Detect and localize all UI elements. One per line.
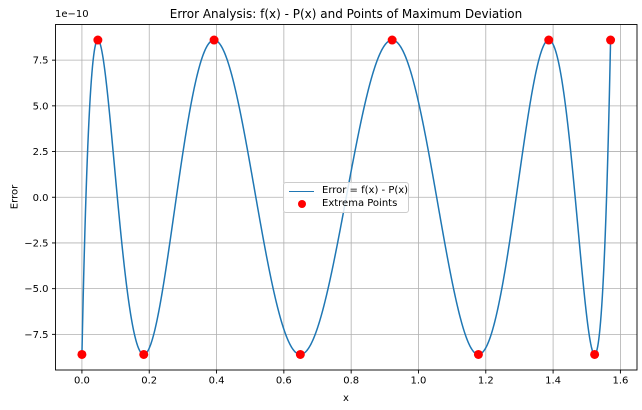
line-swatch-icon [289,190,314,192]
y-axis-offset-label: 1e−10 [55,9,89,20]
y-tick-label: −5.0 [24,284,48,295]
y-axis-label: Error [9,184,21,210]
legend: Error = f(x) - P(x) Extrema Points [283,182,409,213]
x-axis-label: x [343,393,349,404]
y-tick-label: 7.5 [33,56,49,67]
x-tick-label: 1.4 [545,376,561,387]
x-tick-label: 0.0 [74,376,90,387]
x-tick-label: 0.4 [209,376,225,387]
legend-label: Extrema Points [322,197,398,209]
chart-title: Error Analysis: f(x) - P(x) and Points o… [169,7,523,21]
extrema-point [590,349,600,359]
legend-label: Error = f(x) - P(x) [322,185,409,197]
extrema-point [209,35,219,45]
y-tick-label: 5.0 [33,101,49,112]
x-tick-label: 1.0 [411,376,427,387]
legend-dot-sample [289,199,314,208]
y-tick-label: −2.5 [24,238,48,249]
x-tick-label: 1.6 [612,376,628,387]
x-tick-label: 0.2 [141,376,157,387]
legend-entry-error-line: Error = f(x) - P(x) [289,185,408,197]
extrema-point [473,349,483,359]
extrema-point [77,349,87,359]
extrema-point [544,35,554,45]
x-tick-label: 1.2 [478,376,494,387]
extrema-point [93,35,103,45]
extrema-point [387,35,397,45]
x-tick-label: 0.8 [343,376,359,387]
y-tick-label: 2.5 [33,147,49,158]
y-tick-label: 0.0 [33,193,49,204]
legend-entry-extrema: Extrema Points [289,198,403,210]
extrema-point [139,349,149,359]
legend-line-sample [289,190,314,192]
extrema-point [606,35,616,45]
y-tick-label: −7.5 [24,330,48,341]
dot-swatch-icon [297,199,306,208]
extrema-point [295,349,305,359]
x-tick-label: 0.6 [276,376,292,387]
